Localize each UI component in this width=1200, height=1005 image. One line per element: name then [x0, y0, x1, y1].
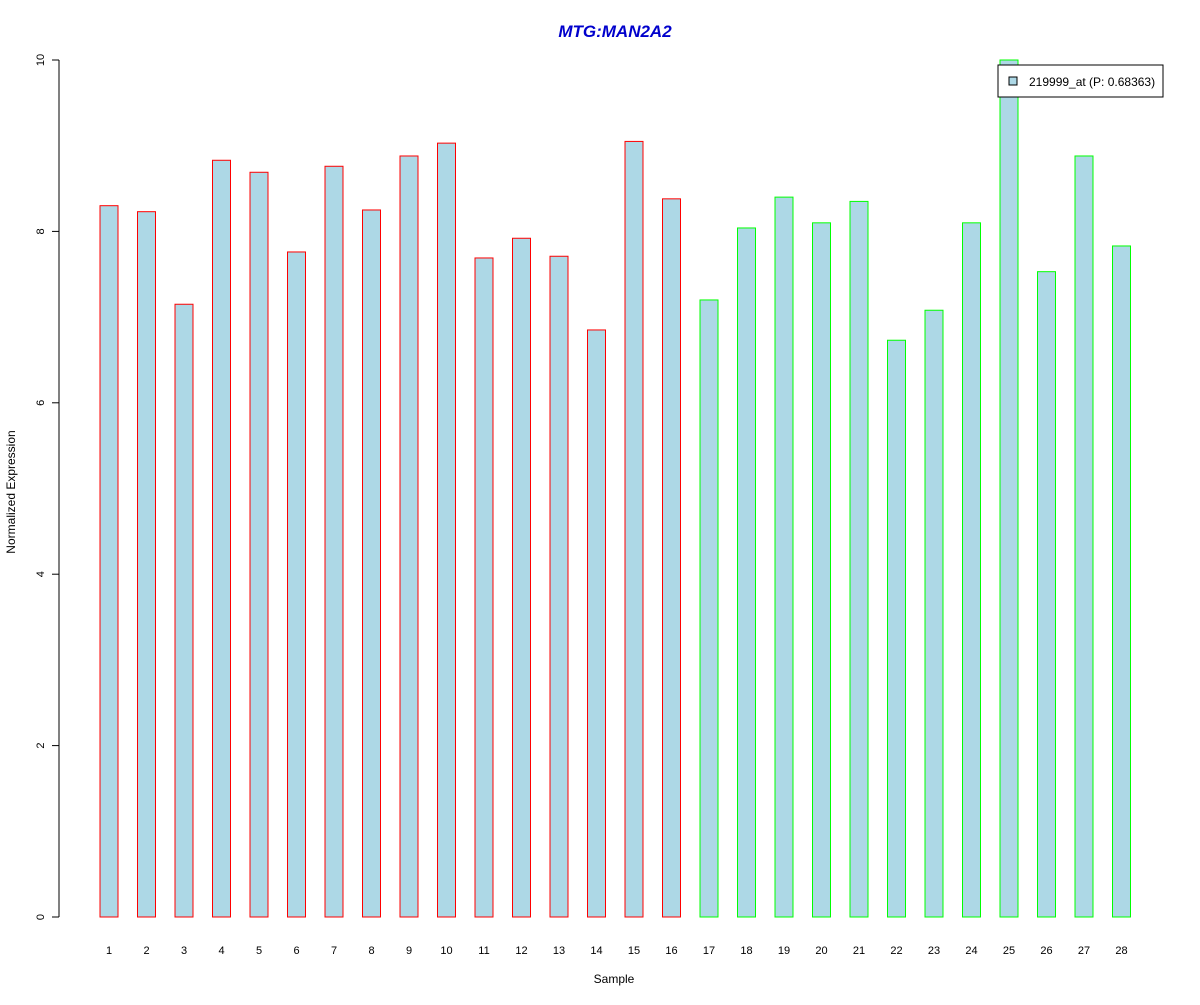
y-tick-label: 2	[35, 743, 47, 749]
x-tick-label: 24	[965, 945, 977, 957]
bar-sample-1	[99, 205, 119, 918]
x-tick-label: 17	[703, 945, 715, 957]
bar-sample-22	[887, 339, 906, 918]
y-tick-label: 10	[35, 54, 47, 66]
x-tick-labels: 1 2 3 4 5 6 7 8 9 10 11 12 13 14 15 16 17 18 19 20 21 22 23 24 2…	[106, 945, 1128, 957]
legend-box	[997, 64, 1164, 98]
x-tick-label: 3	[181, 945, 187, 957]
bar-sample-20	[812, 222, 831, 918]
y-tick-label: 0	[35, 914, 47, 920]
bars	[99, 59, 1131, 918]
bar-sample-13	[549, 255, 569, 918]
x-tick-label: 21	[853, 945, 865, 957]
legend-swatch	[1008, 76, 1018, 86]
bar-sample-18	[737, 227, 756, 918]
x-tick-label: 20	[815, 945, 827, 957]
x-tick-label: 9	[406, 945, 412, 957]
x-tick-label: 28	[1115, 945, 1127, 957]
x-tick-label: 16	[665, 945, 677, 957]
bar-sample-25	[999, 59, 1019, 918]
x-tick-label: 27	[1078, 945, 1090, 957]
chart-title: MTG:MAN2A2	[558, 22, 672, 41]
x-tick-label: 12	[515, 945, 527, 957]
x-tick-label: 19	[778, 945, 790, 957]
x-tick-label: 8	[368, 945, 374, 957]
bar-sample-26	[1037, 271, 1056, 918]
bar-sample-16	[662, 198, 681, 918]
x-tick-label: 14	[590, 945, 602, 957]
y-tick-label: 4	[35, 571, 47, 577]
bar-sample-23	[924, 309, 944, 918]
x-tick-label: 6	[293, 945, 299, 957]
x-tick-label: 23	[928, 945, 940, 957]
bar-sample-17	[699, 299, 719, 918]
legend: 219999_at (P: 0.68363)	[997, 64, 1164, 98]
x-tick-label: 10	[440, 945, 452, 957]
bar-sample-21	[849, 200, 869, 918]
x-tick-label: 22	[890, 945, 902, 957]
y-tick-label: 6	[35, 400, 47, 406]
bar-sample-5	[249, 171, 269, 918]
x-tick-label: 5	[256, 945, 262, 957]
x-tick-label: 26	[1040, 945, 1052, 957]
x-axis-label: Sample	[594, 972, 635, 986]
x-tick-label: 18	[740, 945, 752, 957]
y-tick-label: 8	[35, 228, 47, 234]
bar-sample-3	[174, 303, 194, 918]
x-tick-label: 1	[106, 945, 112, 957]
bar-sample-24	[962, 222, 981, 918]
bar-sample-15	[624, 140, 644, 918]
bar-sample-4	[212, 159, 231, 918]
x-tick-label: 11	[478, 945, 489, 957]
bar-sample-8	[362, 209, 381, 918]
bar-sample-7	[324, 165, 344, 918]
bar-sample-6	[287, 251, 306, 918]
bar-sample-27	[1074, 155, 1094, 918]
x-tick-label: 4	[218, 945, 224, 957]
bar-sample-12	[512, 237, 531, 918]
bar-sample-11	[474, 257, 494, 918]
bar-sample-14	[587, 329, 606, 918]
bar-sample-19	[774, 196, 794, 918]
x-tick-label: 7	[331, 945, 337, 957]
bar-sample-28	[1112, 245, 1131, 918]
bar-sample-9	[399, 155, 419, 918]
x-tick-label: 25	[1003, 945, 1015, 957]
x-tick-label: 15	[628, 945, 640, 957]
x-tick-label: 13	[553, 945, 565, 957]
legend-label: 219999_at (P: 0.68363)	[1029, 75, 1155, 89]
y-axis-label: Normalized Expression	[4, 430, 18, 553]
bar-sample-10	[437, 142, 456, 918]
x-tick-label: 2	[143, 945, 149, 957]
y-ticks: 0 2 4 6 8 10	[35, 54, 59, 920]
bar-sample-2	[137, 211, 156, 918]
